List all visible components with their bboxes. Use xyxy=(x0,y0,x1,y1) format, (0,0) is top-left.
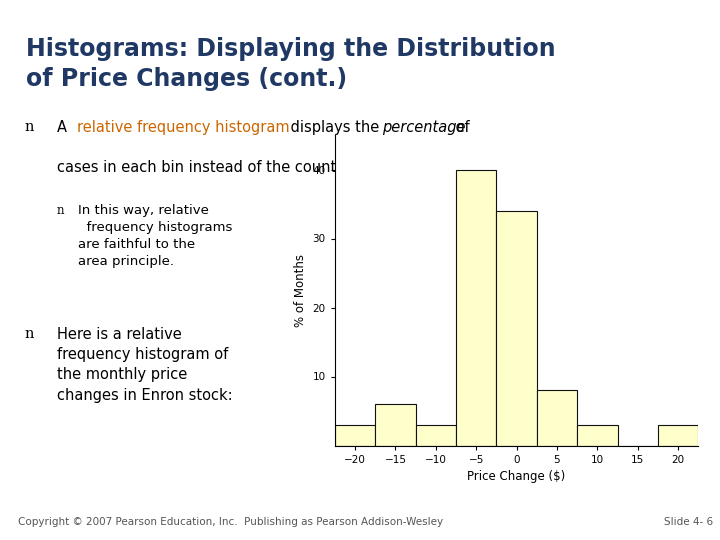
Text: n: n xyxy=(25,327,35,341)
Text: Here is a relative
frequency histogram of
the monthly price
changes in Enron sto: Here is a relative frequency histogram o… xyxy=(57,327,233,403)
Bar xyxy=(375,404,415,446)
Text: cases in each bin instead of the count.: cases in each bin instead of the count. xyxy=(57,160,341,175)
X-axis label: Price Change ($): Price Change ($) xyxy=(467,470,566,483)
Text: relative frequency histogram: relative frequency histogram xyxy=(77,119,289,134)
Text: displays the: displays the xyxy=(286,119,384,134)
Bar xyxy=(496,211,537,446)
Text: of: of xyxy=(451,119,470,134)
Text: Slide 4- 6: Slide 4- 6 xyxy=(664,517,713,527)
Bar xyxy=(537,390,577,445)
Text: n: n xyxy=(57,204,64,217)
Text: Histograms: Displaying the Distribution
of Price Changes (cont.): Histograms: Displaying the Distribution … xyxy=(27,37,556,91)
Bar xyxy=(456,170,496,445)
Bar xyxy=(577,425,618,446)
Bar xyxy=(335,425,375,446)
Bar xyxy=(658,425,698,446)
Text: n: n xyxy=(25,119,35,133)
Text: percentage: percentage xyxy=(382,119,465,134)
Text: In this way, relative
  frequency histograms
are faithful to the
area principle.: In this way, relative frequency histogra… xyxy=(78,204,233,268)
Y-axis label: % of Months: % of Months xyxy=(294,254,307,327)
Bar xyxy=(415,425,456,446)
Text: Copyright © 2007 Pearson Education, Inc.  Publishing as Pearson Addison-Wesley: Copyright © 2007 Pearson Education, Inc.… xyxy=(18,517,443,527)
Text: A: A xyxy=(57,119,71,134)
